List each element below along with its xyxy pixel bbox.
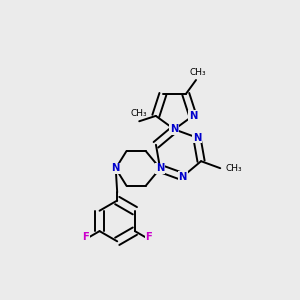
Text: N: N	[156, 164, 164, 173]
Text: N: N	[112, 164, 120, 173]
Text: N: N	[178, 172, 187, 182]
Text: F: F	[146, 232, 152, 242]
Text: CH₃: CH₃	[189, 68, 206, 77]
Text: N: N	[170, 124, 178, 134]
Text: N: N	[189, 111, 197, 121]
Text: N: N	[193, 133, 201, 142]
Text: CH₃: CH₃	[130, 109, 147, 118]
Text: F: F	[82, 232, 89, 242]
Text: CH₃: CH₃	[226, 164, 242, 173]
